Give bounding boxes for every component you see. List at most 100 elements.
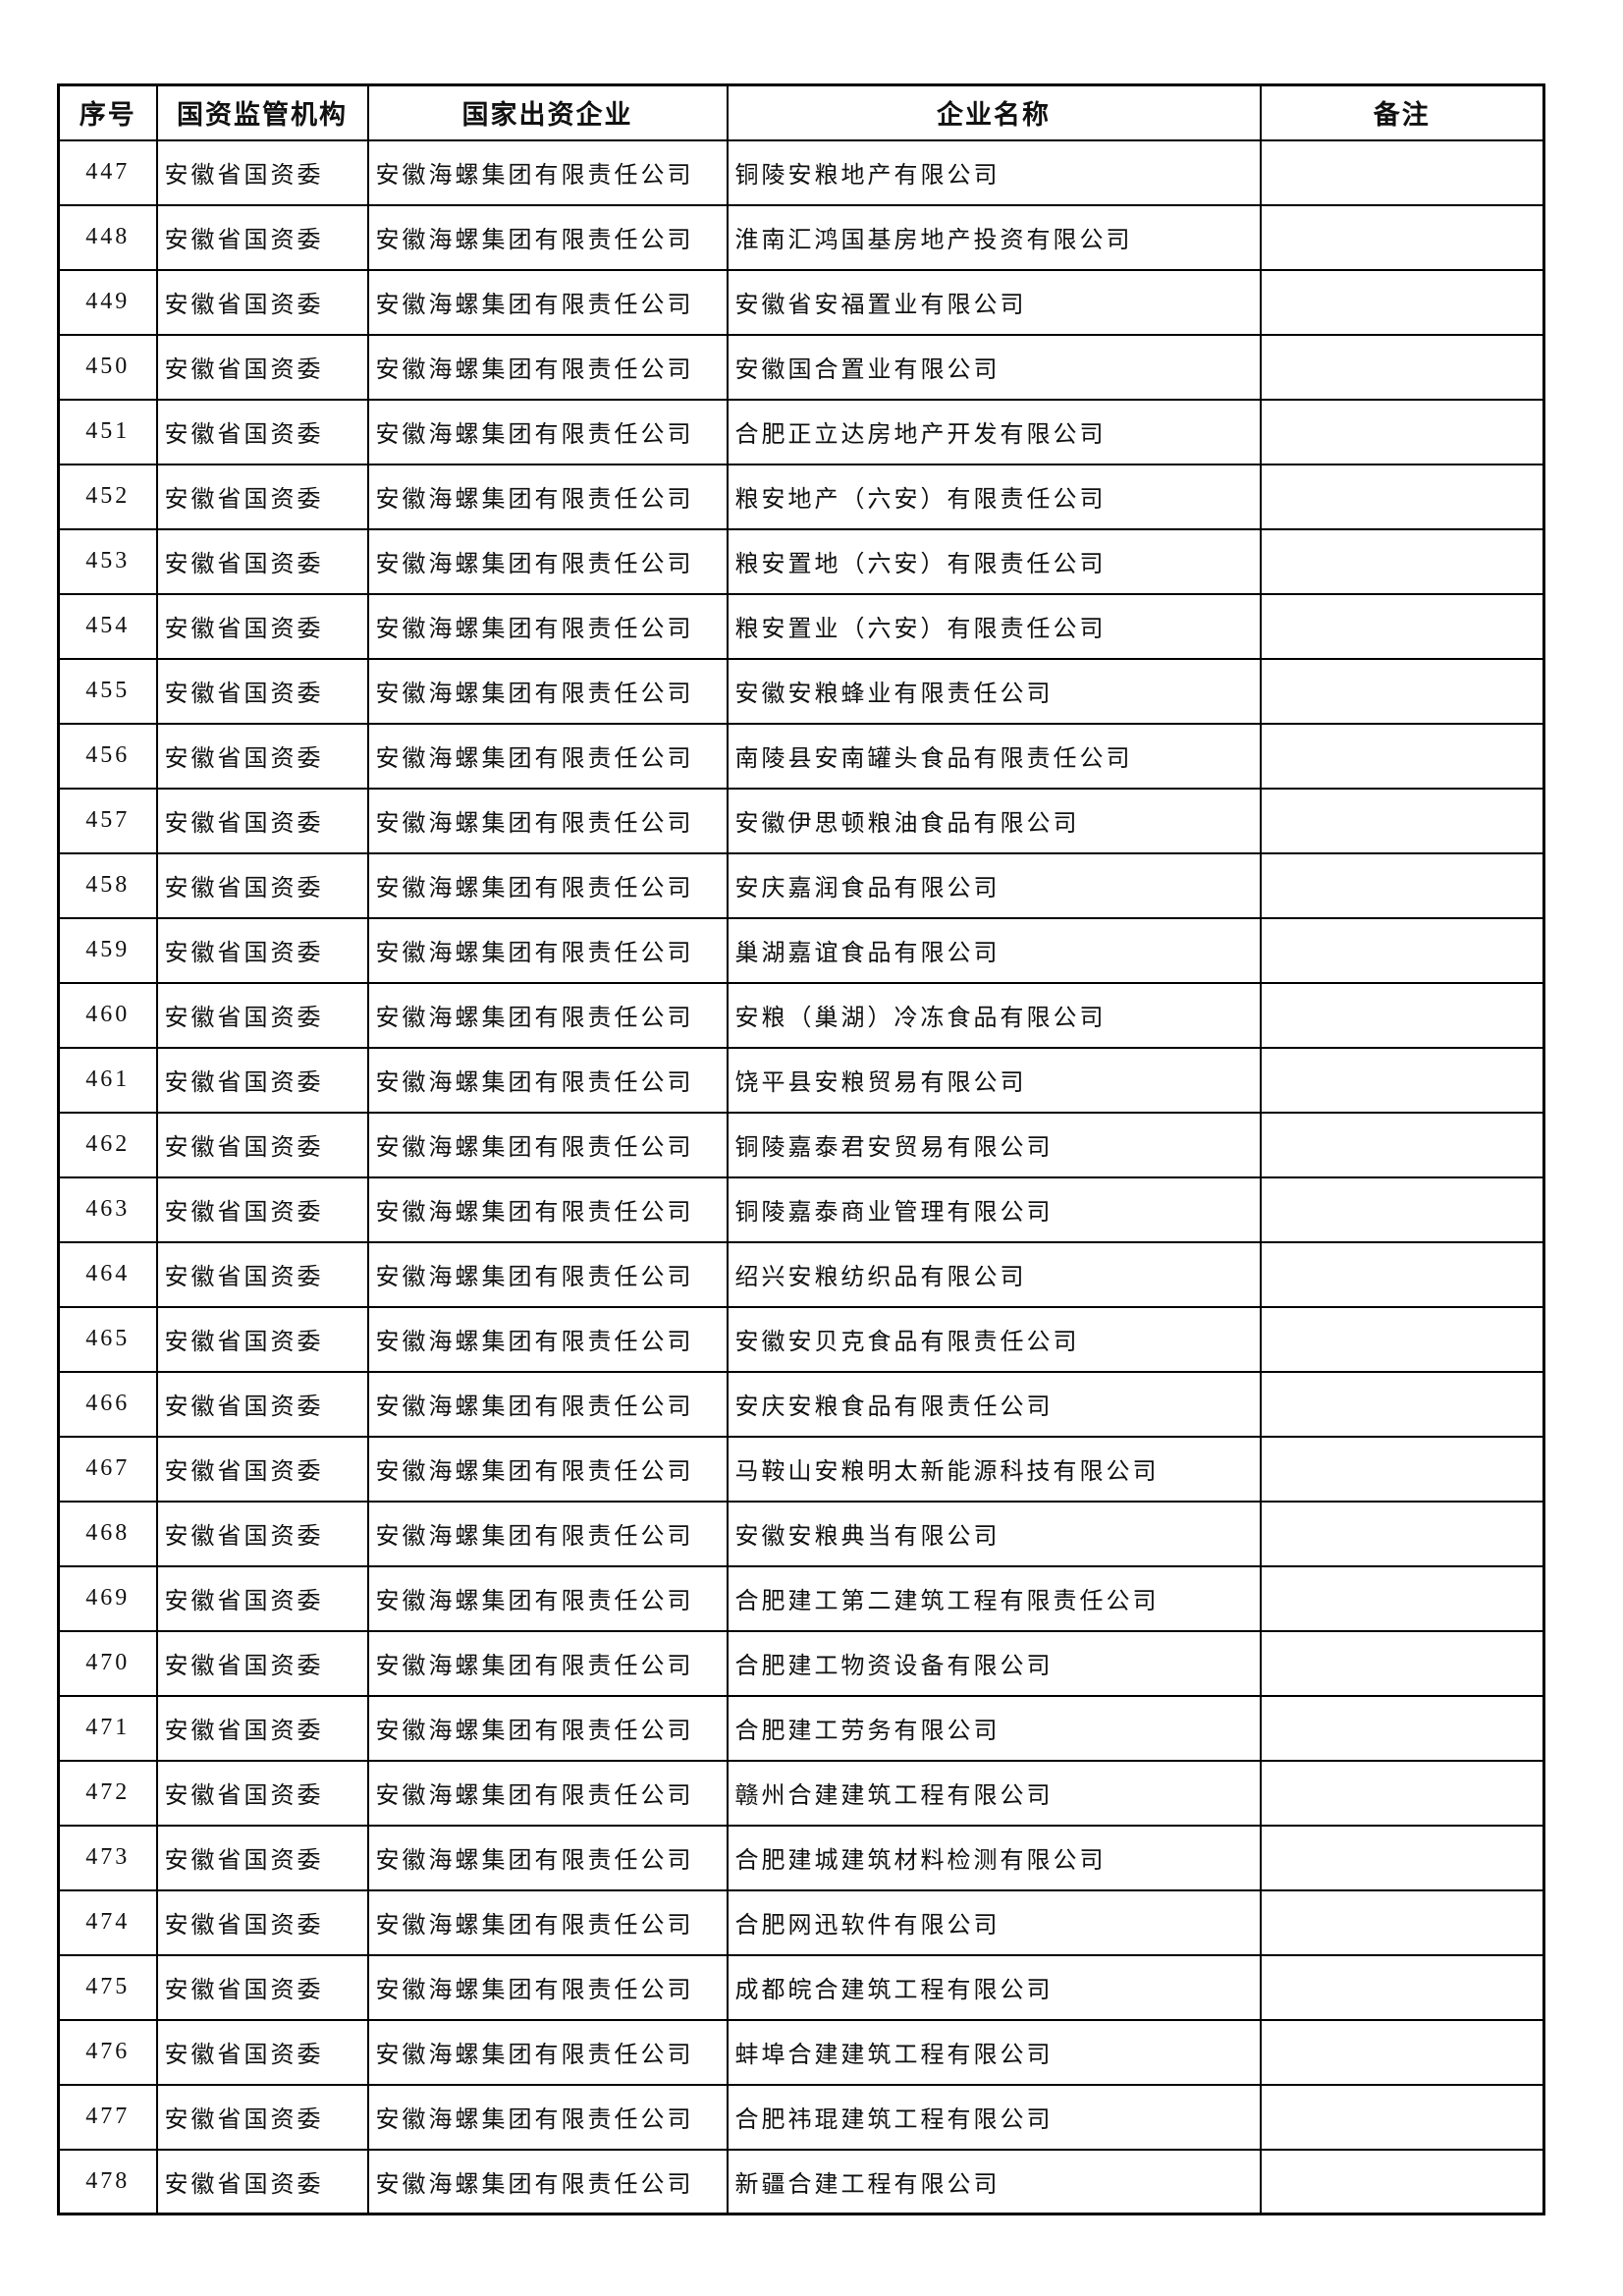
serial-number-cell: 449 bbox=[57, 268, 158, 336]
remark-cell bbox=[1259, 138, 1545, 206]
serial-number-cell: 474 bbox=[57, 1888, 158, 1956]
col-header-serial-number: 序号 bbox=[57, 83, 158, 141]
table-row: 478 安徽省国资委 安徽海螺集团有限责任公司 新疆合建工程有限公司 bbox=[57, 2148, 1545, 2215]
supervision-agency-cell: 安徽省国资委 bbox=[155, 1046, 369, 1114]
state-funded-enterprise-cell: 安徽海螺集团有限责任公司 bbox=[366, 1564, 729, 1632]
serial-number-cell: 463 bbox=[57, 1175, 158, 1243]
enterprise-name-cell: 合肥正立达房地产开发有限公司 bbox=[726, 398, 1262, 465]
remark-cell bbox=[1259, 1759, 1545, 1827]
enterprise-name-cell: 饶平县安粮贸易有限公司 bbox=[726, 1046, 1262, 1114]
col-header-supervision-agency: 国资监管机构 bbox=[155, 83, 369, 141]
remark-cell bbox=[1259, 981, 1545, 1049]
remark-cell bbox=[1259, 592, 1545, 660]
col-header-state-funded-enterprise: 国家出资企业 bbox=[366, 83, 729, 141]
serial-number-cell: 467 bbox=[57, 1435, 158, 1503]
table-row: 469 安徽省国资委 安徽海螺集团有限责任公司 合肥建工第二建筑工程有限责任公司 bbox=[57, 1564, 1545, 1632]
table-header: 序号 国资监管机构 国家出资企业 企业名称 备注 bbox=[57, 83, 1545, 141]
enterprise-name-cell: 南陵县安南罐头食品有限责任公司 bbox=[726, 722, 1262, 790]
state-funded-enterprise-cell: 安徽海螺集团有限责任公司 bbox=[366, 1629, 729, 1697]
supervision-agency-cell: 安徽省国资委 bbox=[155, 138, 369, 206]
supervision-agency-cell: 安徽省国资委 bbox=[155, 333, 369, 401]
state-funded-enterprise-cell: 安徽海螺集团有限责任公司 bbox=[366, 1046, 729, 1114]
remark-cell bbox=[1259, 1305, 1545, 1373]
serial-number-cell: 471 bbox=[57, 1694, 158, 1762]
state-funded-enterprise-cell: 安徽海螺集团有限责任公司 bbox=[366, 1953, 729, 2021]
state-funded-enterprise-cell: 安徽海螺集团有限责任公司 bbox=[366, 1435, 729, 1503]
table-row: 460 安徽省国资委 安徽海螺集团有限责任公司 安粮（巢湖）冷冻食品有限公司 bbox=[57, 981, 1545, 1049]
serial-number-cell: 447 bbox=[57, 138, 158, 206]
serial-number-cell: 448 bbox=[57, 203, 158, 271]
enterprise-name-cell: 铜陵安粮地产有限公司 bbox=[726, 138, 1262, 206]
table-row: 454 安徽省国资委 安徽海螺集团有限责任公司 粮安置业（六安）有限责任公司 bbox=[57, 592, 1545, 660]
state-funded-enterprise-cell: 安徽海螺集团有限责任公司 bbox=[366, 1824, 729, 1891]
state-funded-enterprise-cell: 安徽海螺集团有限责任公司 bbox=[366, 1370, 729, 1438]
enterprise-name-cell: 合肥建工劳务有限公司 bbox=[726, 1694, 1262, 1762]
table-row: 473 安徽省国资委 安徽海螺集团有限责任公司 合肥建城建筑材料检测有限公司 bbox=[57, 1824, 1545, 1891]
enterprise-name-cell: 安徽安贝克食品有限责任公司 bbox=[726, 1305, 1262, 1373]
state-funded-enterprise-cell: 安徽海螺集团有限责任公司 bbox=[366, 592, 729, 660]
enterprise-name-cell: 安徽安粮典当有限公司 bbox=[726, 1500, 1262, 1567]
serial-number-cell: 452 bbox=[57, 463, 158, 530]
enterprise-name-cell: 合肥建工物资设备有限公司 bbox=[726, 1629, 1262, 1697]
col-header-enterprise-name: 企业名称 bbox=[726, 83, 1262, 141]
supervision-agency-cell: 安徽省国资委 bbox=[155, 2148, 369, 2215]
table-row: 472 安徽省国资委 安徽海螺集团有限责任公司 赣州合建建筑工程有限公司 bbox=[57, 1759, 1545, 1827]
remark-cell bbox=[1259, 1953, 1545, 2021]
remark-cell bbox=[1259, 787, 1545, 854]
serial-number-cell: 454 bbox=[57, 592, 158, 660]
remark-cell bbox=[1259, 463, 1545, 530]
serial-number-cell: 458 bbox=[57, 851, 158, 919]
supervision-agency-cell: 安徽省国资委 bbox=[155, 592, 369, 660]
remark-cell bbox=[1259, 1370, 1545, 1438]
enterprise-name-cell: 铜陵嘉泰商业管理有限公司 bbox=[726, 1175, 1262, 1243]
supervision-agency-cell: 安徽省国资委 bbox=[155, 851, 369, 919]
state-funded-enterprise-cell: 安徽海螺集团有限责任公司 bbox=[366, 916, 729, 984]
serial-number-cell: 457 bbox=[57, 787, 158, 854]
supervision-agency-cell: 安徽省国资委 bbox=[155, 1564, 369, 1632]
state-funded-enterprise-cell: 安徽海螺集团有限责任公司 bbox=[366, 1694, 729, 1762]
supervision-agency-cell: 安徽省国资委 bbox=[155, 398, 369, 465]
serial-number-cell: 476 bbox=[57, 2018, 158, 2086]
enterprise-name-cell: 合肥建城建筑材料检测有限公司 bbox=[726, 1824, 1262, 1891]
serial-number-cell: 453 bbox=[57, 527, 158, 595]
enterprise-name-cell: 赣州合建建筑工程有限公司 bbox=[726, 1759, 1262, 1827]
supervision-agency-cell: 安徽省国资委 bbox=[155, 981, 369, 1049]
supervision-agency-cell: 安徽省国资委 bbox=[155, 1500, 369, 1567]
table-row: 463 安徽省国资委 安徽海螺集团有限责任公司 铜陵嘉泰商业管理有限公司 bbox=[57, 1175, 1545, 1243]
serial-number-cell: 462 bbox=[57, 1111, 158, 1178]
serial-number-cell: 477 bbox=[57, 2083, 158, 2151]
remark-cell bbox=[1259, 1694, 1545, 1762]
serial-number-cell: 461 bbox=[57, 1046, 158, 1114]
state-owned-enterprise-table: 序号 国资监管机构 国家出资企业 企业名称 备注 447 安徽省国资委 安徽海螺… bbox=[57, 83, 1545, 2215]
table-body: 447 安徽省国资委 安徽海螺集团有限责任公司 铜陵安粮地产有限公司 448 安… bbox=[57, 138, 1545, 2215]
supervision-agency-cell: 安徽省国资委 bbox=[155, 1435, 369, 1503]
table-row: 449 安徽省国资委 安徽海螺集团有限责任公司 安徽省安福置业有限公司 bbox=[57, 268, 1545, 336]
state-funded-enterprise-cell: 安徽海螺集团有限责任公司 bbox=[366, 2083, 729, 2151]
state-funded-enterprise-cell: 安徽海螺集团有限责任公司 bbox=[366, 1305, 729, 1373]
supervision-agency-cell: 安徽省国资委 bbox=[155, 1888, 369, 1956]
table-row: 458 安徽省国资委 安徽海螺集团有限责任公司 安庆嘉润食品有限公司 bbox=[57, 851, 1545, 919]
supervision-agency-cell: 安徽省国资委 bbox=[155, 1759, 369, 1827]
serial-number-cell: 455 bbox=[57, 657, 158, 725]
enterprise-name-cell: 合肥网迅软件有限公司 bbox=[726, 1888, 1262, 1956]
table-row: 474 安徽省国资委 安徽海螺集团有限责任公司 合肥网迅软件有限公司 bbox=[57, 1888, 1545, 1956]
remark-cell bbox=[1259, 333, 1545, 401]
supervision-agency-cell: 安徽省国资委 bbox=[155, 1175, 369, 1243]
supervision-agency-cell: 安徽省国资委 bbox=[155, 722, 369, 790]
state-funded-enterprise-cell: 安徽海螺集团有限责任公司 bbox=[366, 398, 729, 465]
table-row: 468 安徽省国资委 安徽海螺集团有限责任公司 安徽安粮典当有限公司 bbox=[57, 1500, 1545, 1567]
remark-cell bbox=[1259, 1111, 1545, 1178]
state-funded-enterprise-cell: 安徽海螺集团有限责任公司 bbox=[366, 138, 729, 206]
state-funded-enterprise-cell: 安徽海螺集团有限责任公司 bbox=[366, 463, 729, 530]
enterprise-name-cell: 新疆合建工程有限公司 bbox=[726, 2148, 1262, 2215]
enterprise-name-cell: 安徽国合置业有限公司 bbox=[726, 333, 1262, 401]
remark-cell bbox=[1259, 1564, 1545, 1632]
serial-number-cell: 451 bbox=[57, 398, 158, 465]
enterprise-name-cell: 合肥建工第二建筑工程有限责任公司 bbox=[726, 1564, 1262, 1632]
supervision-agency-cell: 安徽省国资委 bbox=[155, 787, 369, 854]
state-funded-enterprise-cell: 安徽海螺集团有限责任公司 bbox=[366, 851, 729, 919]
serial-number-cell: 475 bbox=[57, 1953, 158, 2021]
state-funded-enterprise-cell: 安徽海螺集团有限责任公司 bbox=[366, 203, 729, 271]
header-row: 序号 国资监管机构 国家出资企业 企业名称 备注 bbox=[57, 83, 1545, 141]
remark-cell bbox=[1259, 851, 1545, 919]
